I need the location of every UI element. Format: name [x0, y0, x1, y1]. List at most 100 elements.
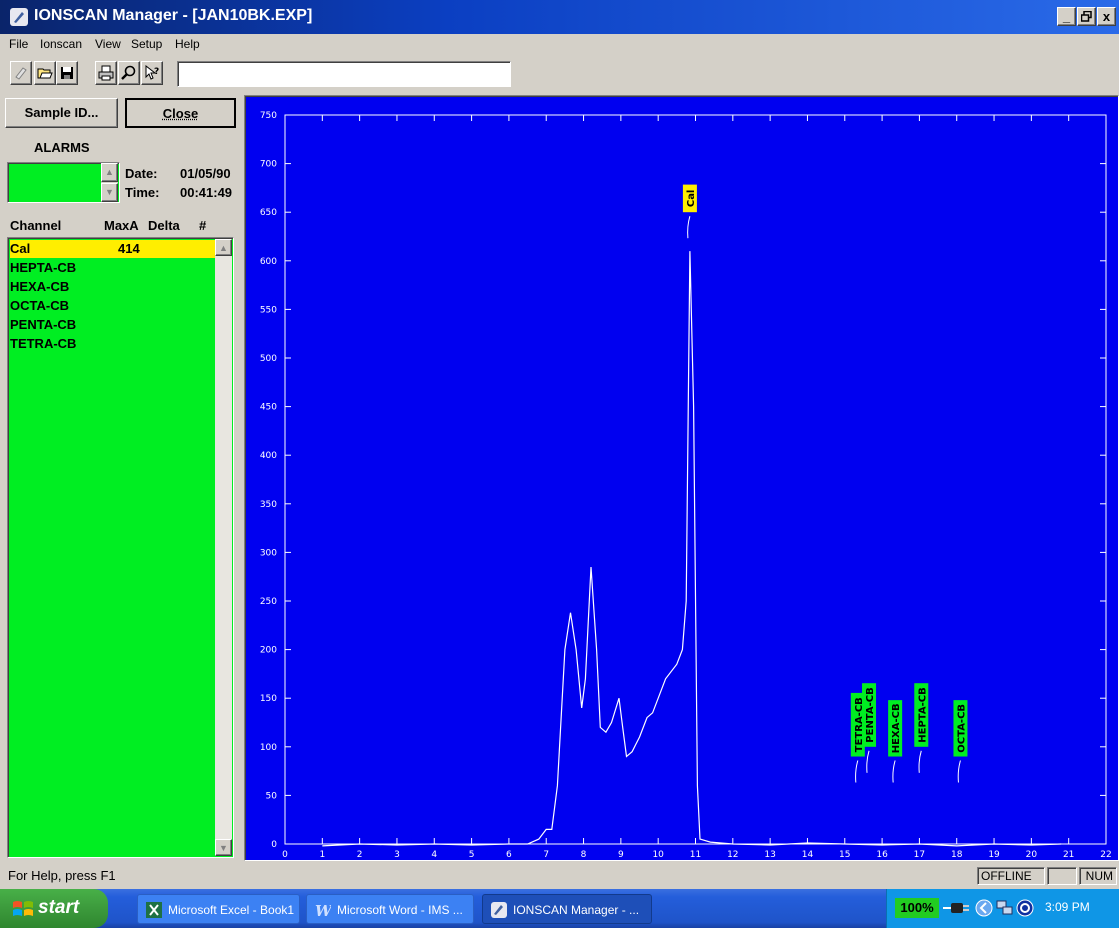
y-tick-label: 600 [260, 257, 277, 267]
new-button[interactable] [10, 61, 32, 85]
y-tick-label: 50 [266, 791, 278, 801]
toolbar: ? [0, 56, 1119, 90]
x-tick-label: 15 [839, 850, 850, 860]
peak-label-bg [953, 700, 968, 757]
help-pointer-icon: ? [145, 65, 159, 80]
start-label: start [38, 897, 80, 918]
svg-text:?: ? [154, 67, 159, 77]
scroll-down-icon[interactable]: ▼ [215, 839, 232, 856]
menu-ionscan[interactable]: Ionscan [40, 37, 83, 51]
toolbar-input[interactable] [177, 61, 511, 87]
menu-bar: File Ionscan View Setup Help [0, 34, 1119, 56]
plasmagram-chart[interactable]: 0 1 2 3 4 5 6 7 8 9 10 11 12 13 14 15 16 17 18 19 20 21 22 0 50 1… [244, 95, 1119, 861]
peak-label-bg [862, 683, 877, 747]
restore-button[interactable] [1077, 7, 1096, 26]
menu-setup[interactable]: Setup [131, 37, 163, 51]
peak-leader-line [866, 750, 870, 773]
task-button-ionscan[interactable]: IONSCAN Manager - ... [482, 894, 652, 924]
menu-view[interactable]: View [95, 37, 121, 51]
print-icon [98, 65, 114, 81]
peak-label-text: Cal [686, 190, 697, 208]
x-tick-label: 12 [727, 850, 738, 860]
chart-svg: 0 1 2 3 4 5 6 7 8 9 10 11 12 13 14 15 16 17 18 19 20 21 220501… [260, 111, 1112, 860]
scroll-down-icon[interactable]: ▼ [101, 183, 118, 202]
channel-row-hexa-cb[interactable]: HEXA-CB [10, 278, 215, 296]
security-clock-icon[interactable] [1016, 899, 1034, 917]
word-icon: W [315, 902, 331, 918]
alarms-heading: ALARMS [34, 140, 90, 155]
x-tick-label: 2 [357, 850, 363, 860]
scroll-up-icon[interactable]: ▲ [101, 163, 118, 182]
channel-row-hepta-cb[interactable]: HEPTA-CB [10, 259, 215, 277]
date-value: 01/05/90 [180, 166, 231, 181]
column-header-count: # [199, 218, 207, 233]
print-button[interactable] [95, 61, 117, 85]
channel-row-octa-cb[interactable]: OCTA-CB [10, 297, 215, 315]
column-header-maxa: MaxA [104, 218, 139, 233]
channel-name: OCTA-CB [10, 298, 69, 313]
peak-label-bg [850, 692, 865, 757]
y-tick-label: 100 [260, 743, 277, 753]
channel-row-penta-cb[interactable]: PENTA-CB [10, 316, 215, 334]
peak-label-tetra-cb: TETRA-CB [850, 692, 865, 757]
peak-leader-line [918, 750, 922, 773]
x-tick-label: 7 [543, 850, 549, 860]
peak-label-hexa-cb: HEXA-CB [888, 700, 903, 757]
time-label: Time: [125, 185, 160, 200]
peak-label-text: OCTA-CB [956, 704, 967, 753]
channel-maxa: 414 [118, 241, 140, 256]
y-tick-label: 700 [260, 160, 277, 170]
restore-icon [1080, 10, 1092, 22]
ionscan-icon [491, 902, 507, 918]
peak-label-bg [914, 683, 929, 747]
channel-row-cal[interactable]: Cal 414 [10, 240, 215, 258]
channel-name: HEPTA-CB [10, 260, 77, 275]
peak-leader-line [892, 760, 896, 783]
y-tick-label: 650 [260, 208, 277, 218]
task-button-excel[interactable]: Microsoft Excel - Book1 [137, 894, 300, 924]
peak-label-cal: Cal [682, 184, 697, 213]
peak-label-text: HEXA-CB [891, 703, 902, 753]
scroll-up-icon[interactable]: ▲ [215, 239, 232, 256]
x-tick-label: 18 [951, 850, 963, 860]
x-tick-label: 19 [988, 850, 1000, 860]
close-window-button[interactable]: x [1097, 7, 1116, 26]
power-plug-icon[interactable] [943, 900, 971, 916]
open-icon [37, 68, 53, 79]
channel-name: Cal [10, 241, 31, 256]
menu-help[interactable]: Help [175, 37, 200, 51]
sample-id-button[interactable]: Sample ID... [5, 98, 118, 128]
task-button-word[interactable]: W Microsoft Word - IMS ... [306, 894, 474, 924]
peak-label-bg [888, 700, 903, 757]
peak-label-text: TETRA-CB [854, 697, 865, 752]
y-tick-label: 550 [260, 305, 277, 315]
tray-expand-icon[interactable] [975, 899, 993, 917]
network-icon[interactable] [996, 899, 1014, 917]
zoom-button[interactable] [118, 61, 140, 85]
x-tick-label: 3 [394, 850, 400, 860]
time-value: 00:41:49 [180, 185, 233, 200]
tray-clock: 3:09 PM [1045, 900, 1090, 914]
close-panel-button[interactable]: Close [125, 98, 236, 128]
channel-list[interactable]: Cal 414 HEPTA-CB HEXA-CB OCTA-CB PENTA-C… [7, 237, 234, 858]
y-tick-label: 500 [260, 354, 277, 364]
status-num: NUM [1079, 867, 1117, 885]
peak-leader-line [957, 760, 961, 783]
plasmagram-line [322, 251, 1062, 847]
minimize-button[interactable]: _ [1057, 7, 1076, 26]
alarm-scrollbar[interactable]: ▲ ▼ [101, 163, 118, 202]
svg-text:W: W [315, 902, 331, 918]
menu-file[interactable]: File [9, 37, 29, 51]
help-pointer-button[interactable]: ? [141, 61, 163, 85]
start-button[interactable]: start [0, 889, 108, 928]
open-button[interactable] [34, 61, 56, 85]
title-bar[interactable]: IONSCAN Manager - [JAN10BK.EXP] _ x [0, 0, 1119, 34]
channel-scrollbar[interactable]: ▲ ▼ [215, 239, 232, 856]
column-header-channel: Channel [10, 218, 62, 233]
task-label: Microsoft Excel - Book1 [168, 903, 295, 917]
battery-indicator[interactable]: 100% [895, 898, 939, 918]
x-tick-label: 14 [802, 850, 814, 860]
channel-row-tetra-cb[interactable]: TETRA-CB [10, 335, 215, 353]
save-button[interactable] [56, 61, 78, 85]
x-tick-label: 8 [581, 850, 587, 860]
